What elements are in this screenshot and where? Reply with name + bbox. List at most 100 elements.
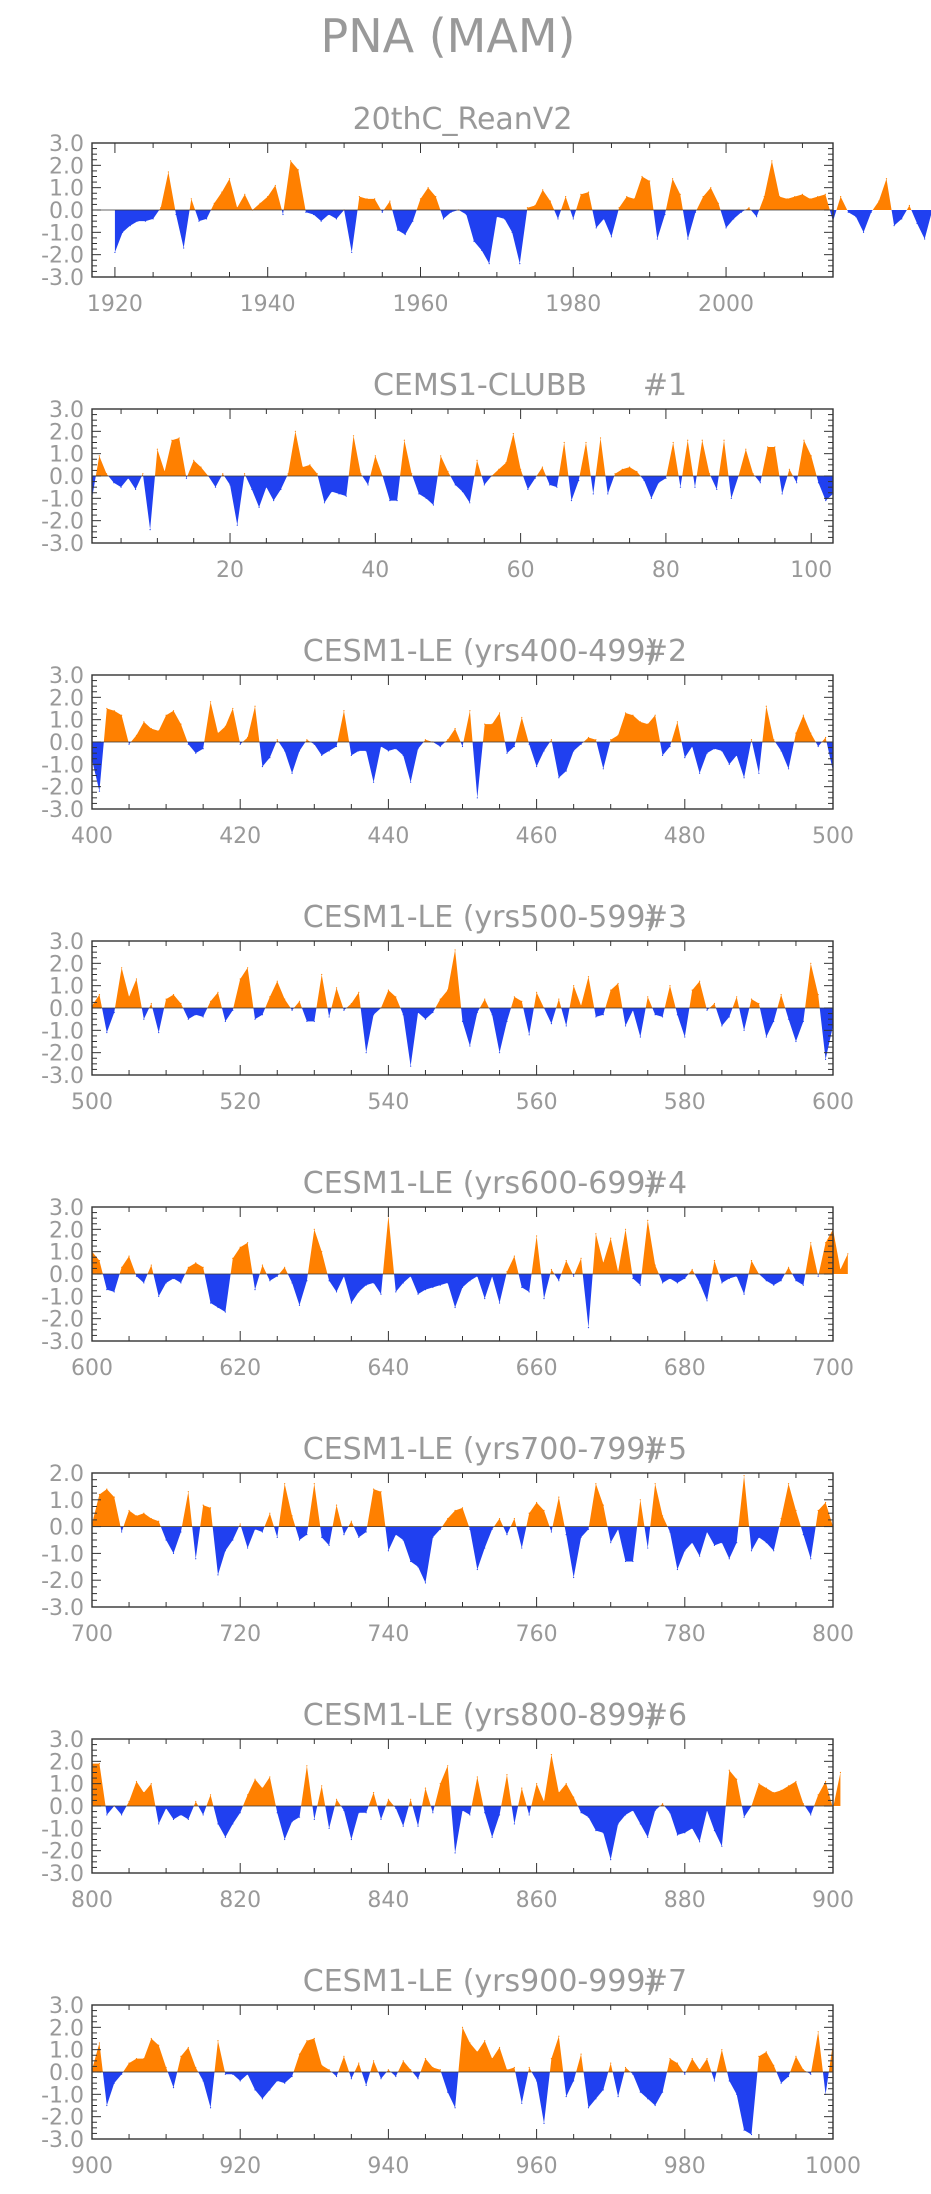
data-point bbox=[202, 2080, 204, 2082]
data-point bbox=[239, 743, 241, 745]
data-point bbox=[491, 1014, 493, 1016]
data-point bbox=[424, 1018, 427, 1020]
data-point bbox=[121, 1266, 123, 1268]
data-point bbox=[134, 488, 137, 490]
y-tick-label: 3.0 bbox=[49, 664, 84, 689]
y-tick-label: -2.0 bbox=[41, 776, 84, 801]
data-point bbox=[106, 2104, 108, 2107]
data-point bbox=[313, 2037, 315, 2040]
data-point bbox=[165, 2066, 167, 2069]
data-point bbox=[595, 1233, 597, 1235]
data-point bbox=[528, 1034, 530, 1036]
data-point bbox=[847, 211, 849, 213]
data-point bbox=[893, 225, 895, 227]
x-tick-label: 420 bbox=[219, 824, 261, 849]
negative-area bbox=[92, 742, 833, 798]
data-point bbox=[313, 1818, 315, 1820]
data-point bbox=[534, 204, 536, 207]
data-point bbox=[506, 1774, 508, 1776]
data-point bbox=[387, 2069, 389, 2071]
y-tick-label: -1.0 bbox=[41, 2083, 84, 2108]
data-point bbox=[639, 1284, 641, 1286]
x-tick-label: 800 bbox=[71, 1888, 113, 1913]
data-point bbox=[519, 263, 521, 265]
data-point bbox=[135, 734, 138, 736]
data-point bbox=[528, 1291, 530, 1293]
data-point bbox=[224, 2073, 226, 2075]
data-point bbox=[165, 1539, 167, 1541]
data-point bbox=[758, 2055, 760, 2057]
x-tick-label: 640 bbox=[367, 1356, 409, 1381]
data-point bbox=[439, 2069, 441, 2071]
data-point bbox=[229, 484, 231, 486]
data-point bbox=[236, 524, 238, 526]
panel-tag: #7 bbox=[643, 1964, 687, 1999]
data-point bbox=[661, 1515, 664, 1517]
data-point bbox=[526, 207, 529, 209]
panel-title: CESM1-LE (yrs600-699) bbox=[303, 1166, 657, 1201]
y-tick-label: 0.0 bbox=[49, 731, 84, 756]
data-points bbox=[91, 430, 834, 531]
panel-tag: #2 bbox=[643, 634, 687, 669]
data-point bbox=[254, 1018, 256, 1020]
data-point bbox=[244, 193, 246, 195]
data-point bbox=[469, 1528, 471, 1530]
data-point bbox=[527, 488, 529, 490]
data-point bbox=[98, 994, 101, 996]
data-point bbox=[439, 1783, 441, 1785]
data-point bbox=[306, 739, 308, 741]
data-point bbox=[728, 763, 730, 765]
data-point bbox=[817, 1509, 819, 1512]
data-point bbox=[316, 473, 318, 475]
data-point bbox=[367, 484, 369, 486]
x-tick-label: 620 bbox=[219, 1356, 261, 1381]
y-tick-label: 0.0 bbox=[49, 997, 84, 1022]
data-point bbox=[528, 1814, 530, 1816]
data-point bbox=[817, 196, 819, 198]
data-point bbox=[473, 240, 475, 242]
data-point bbox=[298, 750, 301, 752]
data-point bbox=[158, 730, 160, 732]
data-point bbox=[338, 493, 340, 495]
data-point bbox=[425, 497, 427, 499]
data-point bbox=[521, 716, 523, 719]
data-point bbox=[98, 1493, 101, 1496]
data-point bbox=[639, 1036, 641, 1038]
data-point bbox=[254, 1528, 256, 1530]
data-point bbox=[328, 1827, 330, 1829]
data-point bbox=[721, 2049, 723, 2051]
y-tick-label: -2.0 bbox=[41, 1042, 84, 1067]
x-tick-label: 780 bbox=[664, 1622, 706, 1647]
y-tick-label: 1.0 bbox=[49, 1489, 84, 1514]
data-point bbox=[817, 2031, 819, 2033]
data-point bbox=[752, 473, 754, 475]
data-point bbox=[121, 714, 123, 716]
y-tick-label: 3.0 bbox=[49, 1994, 84, 2019]
x-tick-label: 900 bbox=[812, 1888, 854, 1913]
data-point bbox=[247, 2073, 249, 2075]
negative-area bbox=[92, 1274, 848, 1328]
data-point bbox=[328, 1280, 330, 1282]
data-point bbox=[417, 1825, 419, 1827]
data-point bbox=[817, 1794, 819, 1796]
negative-area bbox=[92, 2072, 833, 2135]
data-point bbox=[632, 714, 634, 716]
data-point bbox=[728, 1277, 730, 1280]
data-point bbox=[773, 1792, 775, 1794]
data-point bbox=[550, 1531, 553, 1533]
data-point bbox=[558, 998, 560, 1000]
data-point bbox=[550, 739, 553, 741]
data-point bbox=[447, 1282, 449, 1284]
data-point bbox=[150, 1783, 152, 1785]
data-point bbox=[150, 1264, 152, 1266]
data-point bbox=[180, 1002, 182, 1005]
data-point bbox=[484, 723, 486, 725]
data-point bbox=[417, 748, 419, 750]
data-point bbox=[676, 2062, 678, 2064]
data-point bbox=[261, 1014, 264, 1016]
data-point bbox=[321, 973, 323, 976]
data-point bbox=[592, 493, 594, 495]
x-tick-label: 900 bbox=[71, 2154, 113, 2179]
data-point bbox=[580, 743, 582, 745]
data-point bbox=[603, 218, 605, 220]
